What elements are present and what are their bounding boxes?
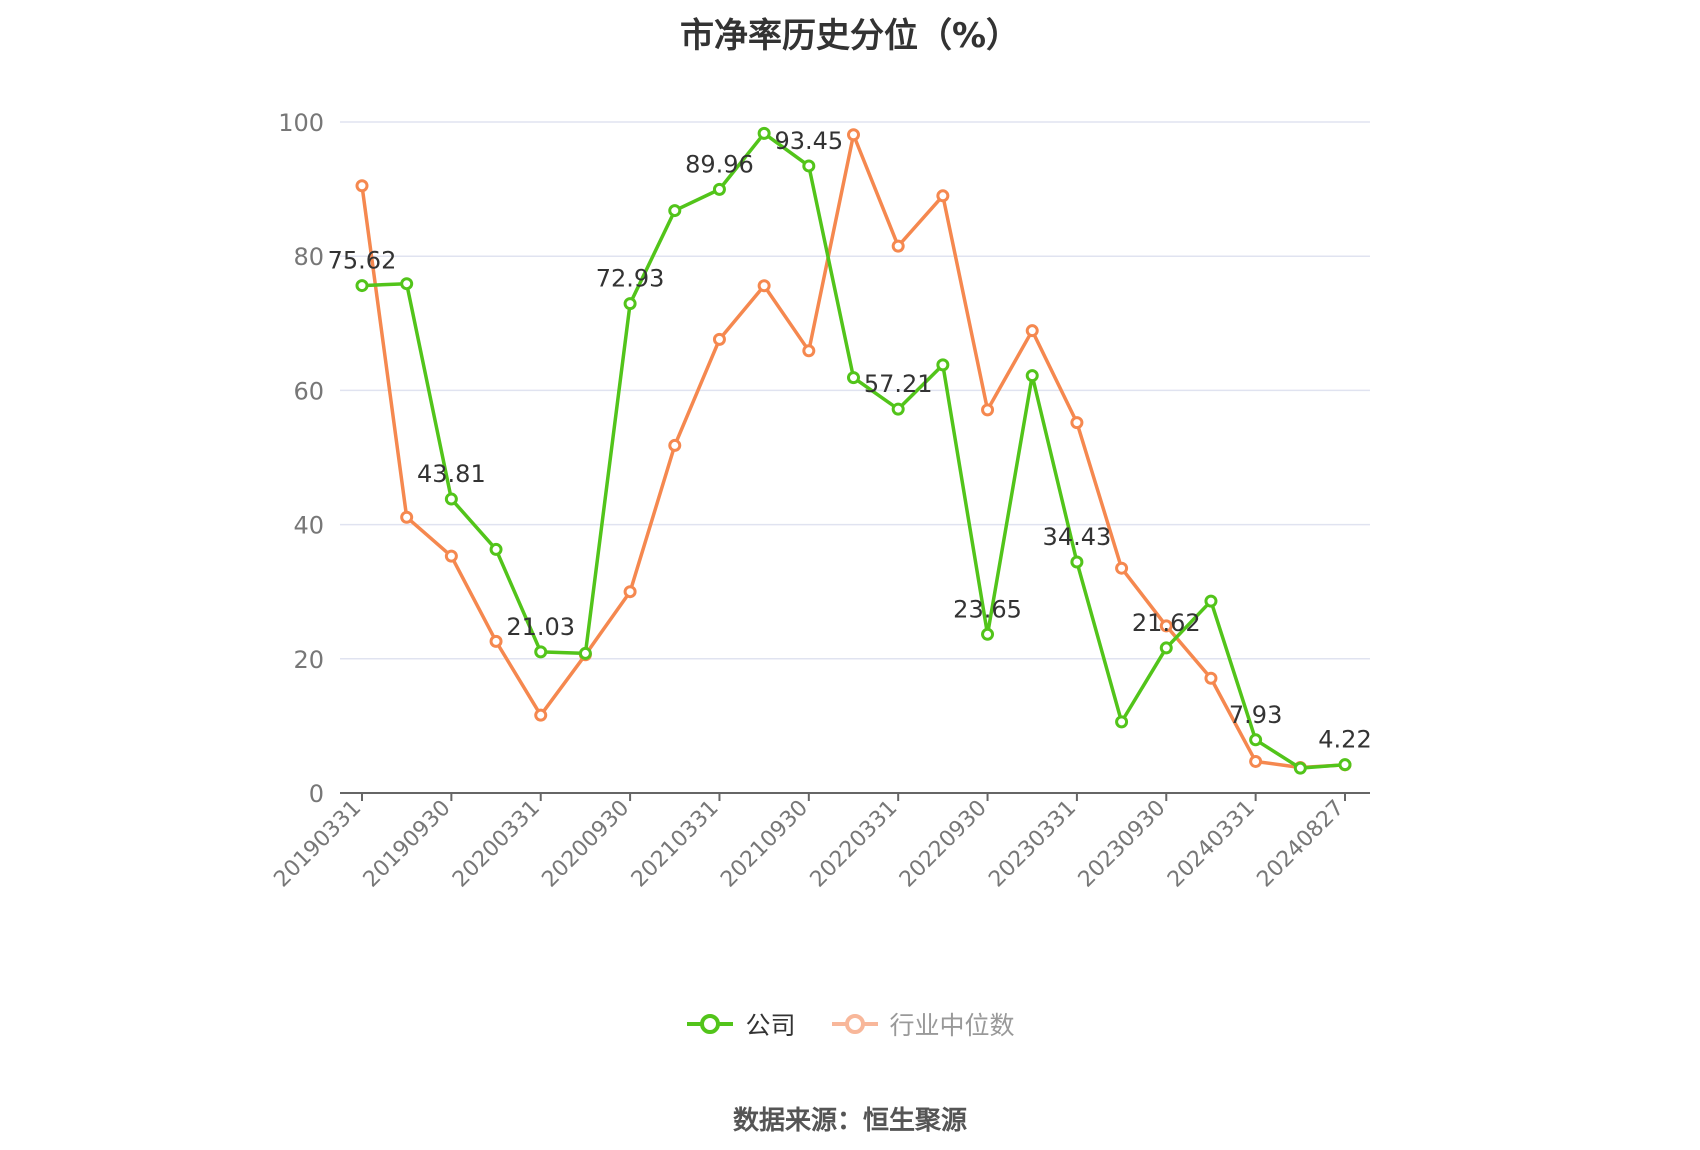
data-label-company-14: 23.65 [953, 595, 1022, 623]
series-line-company [361, 131, 1346, 770]
x-tick-label-1: 20190930 [359, 796, 456, 893]
x-tick-label-0: 20190331 [269, 796, 366, 893]
data-point-industry-13 [936, 189, 950, 203]
data-point-industry-20 [1249, 754, 1263, 768]
legend-company-marker-icon [687, 1014, 734, 1034]
data-point-industry-4 [534, 708, 548, 722]
data-label-company-18: 21.62 [1132, 609, 1201, 637]
data-point-company-6 [623, 297, 637, 311]
data-point-company-3 [489, 542, 503, 556]
y-tick-label-20: 20 [293, 646, 324, 674]
data-point-company-2 [444, 492, 458, 506]
y-tick-label-80: 80 [293, 243, 324, 271]
series-lines [355, 126, 1352, 775]
x-tick-label-10: 20240331 [1163, 796, 1260, 893]
data-point-company-10 [802, 159, 816, 173]
data-point-company-0 [355, 279, 369, 293]
data-point-company-22 [1338, 758, 1352, 772]
data-point-industry-9 [757, 279, 771, 293]
x-tick-label-8: 20230331 [984, 796, 1081, 893]
legend-item-industry[interactable]: 行业中位数 [830, 1006, 1015, 1042]
x-tick-label-11: 20240827 [1252, 796, 1349, 893]
data-point-company-18 [1159, 641, 1173, 655]
x-tick-label-3: 20200930 [537, 796, 634, 893]
data-point-company-12 [891, 402, 905, 416]
data-point-industry-18 [1159, 619, 1173, 633]
data-point-company-11 [847, 371, 860, 385]
x-tick-label-7: 20220930 [895, 796, 992, 893]
source-note: 数据来源：恒生聚源 [732, 1106, 967, 1136]
data-point-industry-17 [1115, 561, 1129, 575]
x-tick-label-9: 20230930 [1074, 796, 1171, 893]
data-label-company-20: 7.93 [1229, 701, 1282, 729]
y-tick-label-0: 0 [309, 780, 324, 808]
x-tick-label-2: 20200331 [448, 796, 545, 893]
series-line-industry [360, 132, 1346, 770]
data-point-company-14 [981, 627, 995, 641]
y-tick-label-100: 100 [278, 109, 324, 137]
data-point-company-13 [936, 358, 950, 372]
data-point-company-16 [1070, 555, 1084, 569]
axes: 0 20 40 60 80 100 2019033120190930202003312020… [269, 109, 1370, 892]
data-label-company-6: 72.93 [596, 265, 665, 293]
y-tick-label-40: 40 [293, 512, 324, 540]
data-point-company-9 [757, 126, 771, 140]
data-point-industry-11 [847, 128, 860, 142]
data-point-company-4 [534, 645, 548, 659]
data-point-company-1 [400, 277, 414, 291]
data-point-industry-15 [1025, 324, 1039, 338]
legend: 公司 行业中位数 [0, 1006, 1700, 1042]
data-labels: 75.62 43.81 21.03 72.93 89.96 93.45 57.21 23.65… [328, 127, 1372, 754]
data-point-industry-7 [668, 438, 682, 452]
x-tick-label-5: 20210930 [716, 796, 813, 893]
data-label-company-2: 43.81 [417, 460, 486, 488]
data-point-company-21 [1293, 761, 1307, 775]
data-point-industry-16 [1070, 416, 1084, 430]
data-label-company-22: 4.22 [1318, 726, 1371, 754]
legend-label-company: 公司 [745, 1011, 796, 1040]
data-point-company-19 [1204, 594, 1218, 608]
x-tick-label-4: 20210331 [627, 796, 724, 893]
data-label-company-10: 93.45 [774, 127, 843, 155]
x-tick-label-6: 20220331 [806, 796, 903, 893]
data-point-company-8 [712, 182, 726, 196]
y-tick-label-60: 60 [293, 377, 324, 405]
data-point-industry-8 [712, 332, 726, 346]
data-point-industry-3 [489, 634, 503, 648]
legend-label-industry: 行业中位数 [889, 1011, 1015, 1040]
grid-lines [340, 121, 1370, 660]
data-point-company-5 [578, 646, 592, 660]
data-point-company-20 [1249, 733, 1263, 747]
data-label-company-0: 75.62 [328, 247, 397, 275]
data-point-industry-10 [802, 344, 816, 358]
data-point-industry-6 [623, 585, 637, 599]
legend-industry-marker-icon [831, 1014, 878, 1034]
data-label-company-12: 57.21 [864, 370, 933, 398]
data-point-industry-12 [891, 239, 905, 253]
chart-title: 市净率历史分位（%） [679, 16, 1021, 56]
data-point-company-15 [1025, 369, 1039, 383]
data-point-industry-0 [355, 179, 369, 193]
data-point-company-7 [668, 204, 682, 218]
legend-item-company[interactable]: 公司 [685, 1006, 796, 1042]
data-point-industry-19 [1204, 671, 1218, 685]
data-label-company-4: 21.03 [506, 613, 575, 641]
data-point-industry-2 [444, 549, 458, 563]
data-point-industry-14 [981, 403, 995, 417]
data-label-company-8: 89.96 [685, 150, 754, 178]
data-point-industry-1 [400, 510, 414, 524]
data-label-company-16: 34.43 [1043, 523, 1112, 551]
data-point-company-17 [1115, 715, 1129, 729]
